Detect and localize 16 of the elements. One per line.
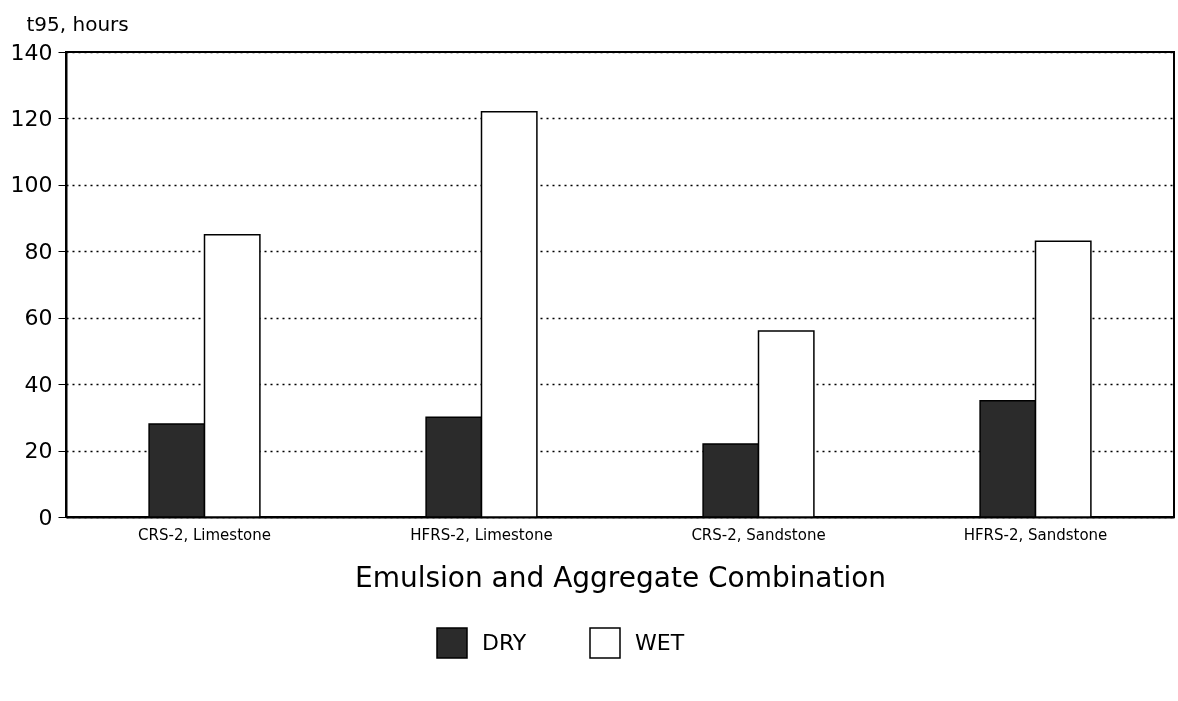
y-tick-label: 100 [10, 172, 53, 198]
x-axis-title: Emulsion and Aggregate Combination [354, 560, 887, 594]
y-tick-label: 40 [24, 371, 53, 397]
y-tick-label: 0 [38, 504, 53, 530]
x-tick-label: HFRS-2, Sandstone [963, 525, 1108, 544]
y-tick-label: 120 [10, 105, 53, 131]
legend-label: WET [635, 630, 685, 655]
y-axis-title: t95, hours [26, 11, 129, 36]
legend-label: DRY [482, 630, 527, 655]
y-tick-label: 140 [10, 39, 53, 65]
y-tick-label: 60 [24, 305, 53, 331]
x-tick-label: CRS-2, Sandstone [691, 525, 826, 544]
y-tick-label: 20 [24, 438, 53, 464]
x-tick-label: CRS-2, Limestone [138, 525, 271, 544]
y-tick-label: 80 [24, 238, 53, 264]
x-tick-label: HFRS-2, Limestone [410, 525, 553, 544]
